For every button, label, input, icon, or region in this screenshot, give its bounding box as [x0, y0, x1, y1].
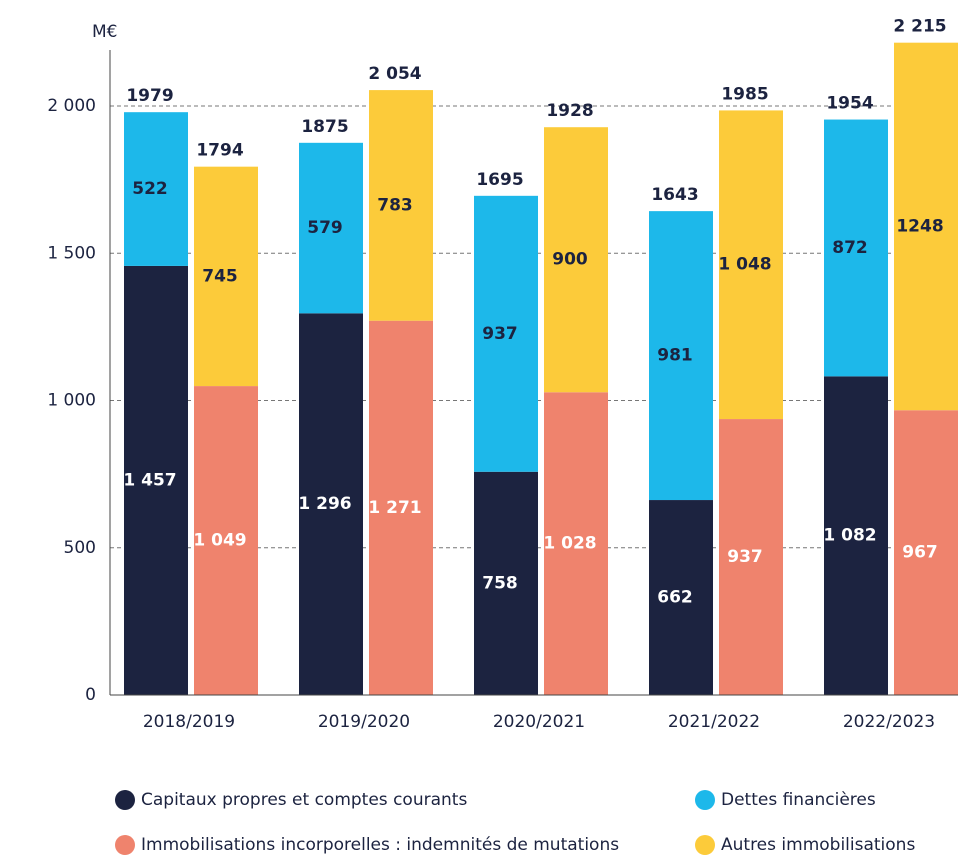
value-label: 967 — [902, 543, 938, 563]
x-tick-label: 2022/2023 — [843, 712, 935, 732]
total-label: 2 054 — [368, 64, 421, 84]
value-label: 1 028 — [543, 534, 596, 554]
y-tick-label: 0 — [85, 685, 96, 705]
bar-segment — [124, 112, 188, 266]
legend-label: Immobilisations incorporelles : indemnit… — [141, 835, 619, 855]
bar-segment — [649, 500, 713, 695]
total-label: 1954 — [826, 94, 873, 114]
y-axis-label: M€ — [92, 22, 117, 42]
value-label: 872 — [832, 238, 868, 258]
bar-segment — [824, 376, 888, 695]
bar-segment — [824, 119, 888, 377]
value-label: 758 — [482, 573, 518, 593]
y-tick-label: 500 — [64, 538, 96, 558]
legend-swatch — [115, 790, 135, 810]
x-tick-label: 2019/2020 — [318, 712, 410, 732]
bar-segment — [194, 386, 258, 695]
bar-segment — [719, 419, 783, 695]
bar-segment — [124, 265, 188, 695]
x-tick-label: 2018/2019 — [143, 712, 235, 732]
legend-swatch — [695, 835, 715, 855]
bar-segment — [474, 195, 538, 472]
value-label: 1 296 — [298, 494, 351, 514]
total-label: 1979 — [126, 86, 173, 106]
bar-segment — [719, 110, 783, 420]
bar-segment — [474, 471, 538, 695]
value-label: 662 — [657, 588, 693, 608]
y-tick-label: 1 000 — [47, 391, 96, 411]
legend-swatch — [695, 790, 715, 810]
value-label: 937 — [727, 547, 763, 567]
value-label: 1 049 — [193, 531, 246, 551]
value-label: 745 — [202, 266, 238, 286]
total-label: 1875 — [301, 117, 348, 137]
bar-segment — [369, 320, 433, 695]
bar-segment — [194, 166, 258, 387]
total-label: 1794 — [196, 141, 243, 161]
bar-segment — [369, 90, 433, 321]
legend-label: Dettes financières — [721, 790, 876, 810]
legend-label: Autres immobilisations — [721, 835, 915, 855]
value-label: 579 — [307, 218, 343, 238]
value-label: 1 048 — [718, 255, 771, 275]
legend-label: Capitaux propres et comptes courants — [141, 790, 467, 810]
value-label: 937 — [482, 324, 518, 344]
value-label: 981 — [657, 346, 693, 366]
value-label: 900 — [552, 250, 588, 270]
total-label: 1928 — [546, 101, 593, 121]
bar-segment — [544, 392, 608, 695]
legend-swatch — [115, 835, 135, 855]
x-tick-label: 2020/2021 — [493, 712, 585, 732]
bar-segment — [894, 410, 958, 695]
y-tick-label: 2 000 — [47, 96, 96, 116]
total-label: 1985 — [721, 84, 768, 104]
bar-segment — [299, 142, 363, 314]
total-label: 2 215 — [893, 17, 946, 37]
bar-segment — [649, 211, 713, 501]
value-label: 1248 — [896, 216, 943, 236]
bar-segment — [894, 42, 958, 411]
y-tick-label: 1 500 — [47, 243, 96, 263]
value-label: 1 082 — [823, 526, 876, 546]
value-label: 522 — [132, 179, 168, 199]
bar-segment — [299, 313, 363, 695]
value-label: 783 — [377, 195, 413, 215]
x-tick-label: 2021/2022 — [668, 712, 760, 732]
value-label: 1 457 — [123, 470, 176, 490]
total-label: 1695 — [476, 170, 523, 190]
total-label: 1643 — [651, 185, 698, 205]
value-label: 1 271 — [368, 498, 421, 518]
bar-segment — [544, 127, 608, 393]
